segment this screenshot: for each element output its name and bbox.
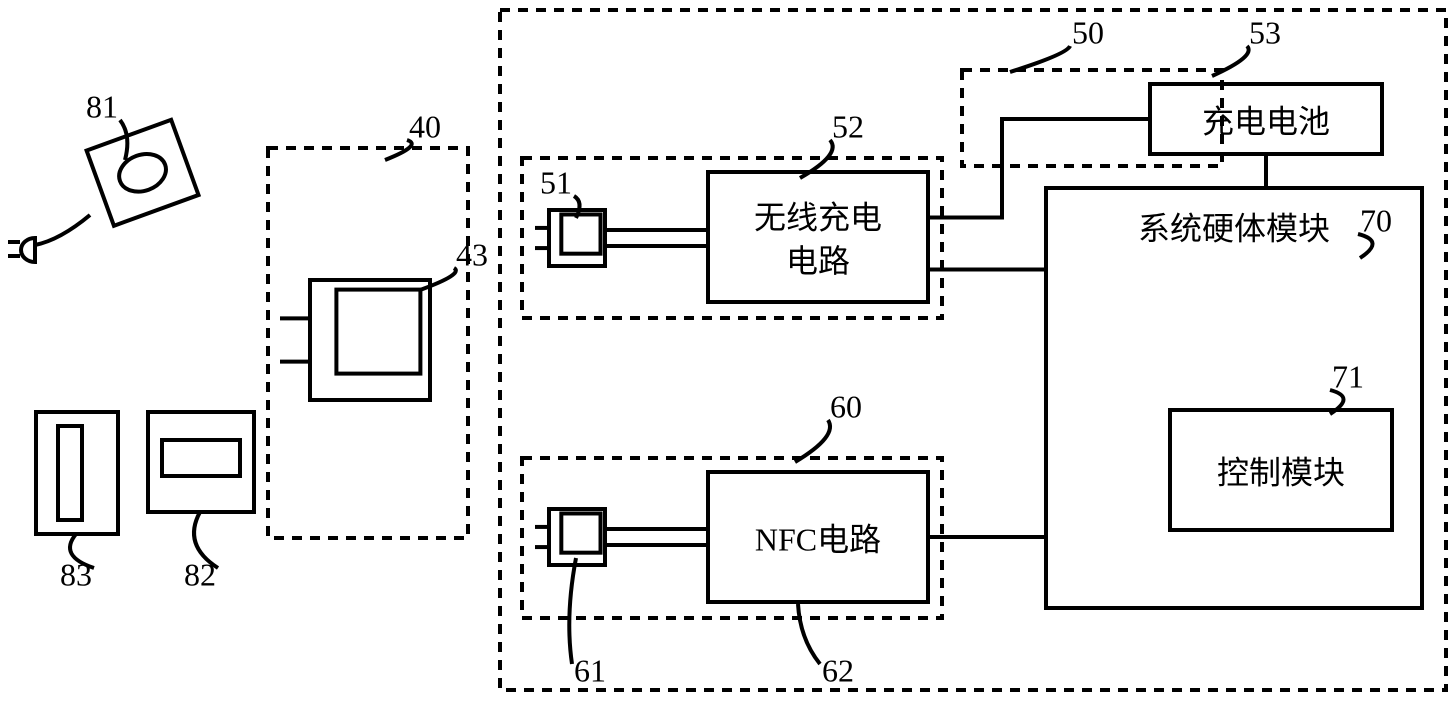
ref-40: 40 bbox=[409, 108, 441, 144]
leader-61 bbox=[569, 558, 576, 664]
coil-c51 bbox=[535, 210, 605, 266]
ext-card-83 bbox=[36, 412, 118, 534]
box-b52 bbox=[708, 172, 928, 302]
coil-c43 bbox=[280, 280, 430, 400]
ref-83: 83 bbox=[60, 556, 92, 592]
box-b70-title0: 系统硬体模块 bbox=[1138, 210, 1330, 246]
box-b71-line0: 控制模块 bbox=[1217, 454, 1345, 490]
region-r50 bbox=[522, 158, 942, 318]
box-b62-line0: NFC电路 bbox=[755, 521, 881, 557]
coil-c61 bbox=[535, 509, 605, 565]
leader-53 bbox=[1212, 46, 1249, 76]
ref-52: 52 bbox=[832, 108, 864, 144]
box-b70 bbox=[1046, 188, 1422, 608]
ref-43: 43 bbox=[456, 236, 488, 272]
ref-62: 62 bbox=[822, 652, 854, 688]
ref-50: 50 bbox=[1072, 14, 1104, 50]
ref-51: 51 bbox=[540, 164, 572, 200]
leader-62 bbox=[798, 604, 820, 664]
ref-81: 81 bbox=[86, 88, 118, 124]
region-r40 bbox=[268, 148, 468, 538]
box-b53-line0: 充电电池 bbox=[1202, 103, 1330, 139]
ref-71: 71 bbox=[1332, 358, 1364, 394]
ref-53: 53 bbox=[1249, 14, 1281, 50]
ref-61: 61 bbox=[574, 652, 606, 688]
ref-60: 60 bbox=[830, 388, 862, 424]
box-b52-line1: 电路 bbox=[786, 243, 850, 279]
ref-70: 70 bbox=[1360, 202, 1392, 238]
leader-60 bbox=[795, 420, 830, 462]
ext-charger-81 bbox=[8, 120, 199, 262]
box-b52-line0: 无线充电 bbox=[754, 200, 882, 236]
